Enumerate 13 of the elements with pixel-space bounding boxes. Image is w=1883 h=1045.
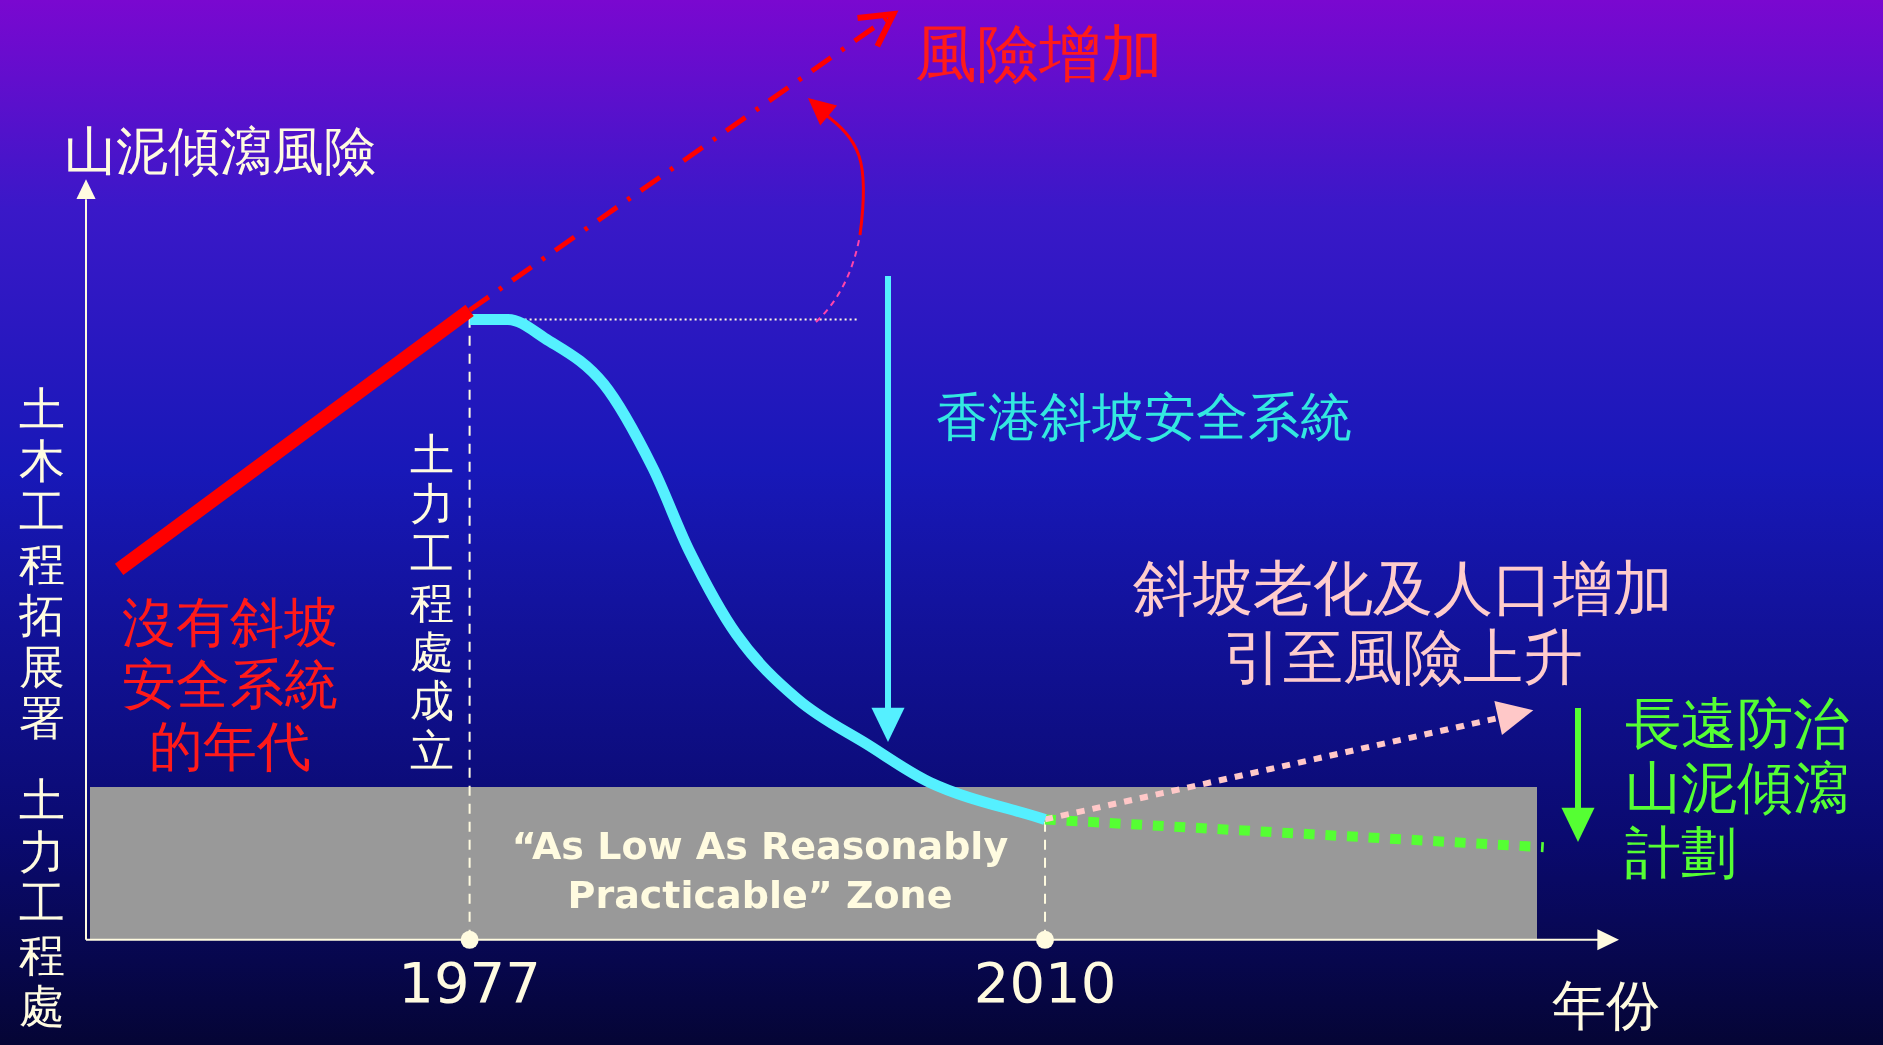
text: 長遠防治山泥傾瀉計劃 (1625, 691, 1850, 886)
text: 土力工程處 (18, 773, 66, 1034)
x-tick-label: 1977 (398, 949, 541, 1015)
band-label: “As Low As Reasonably Practicable” Zone (510, 823, 1010, 920)
annotation: 斜坡老化及人口增加引至風險上升 (1132, 553, 1674, 692)
annotation: 沒有斜坡安全系統的年代 (121, 591, 339, 779)
text: 土木工程拓展署 (18, 382, 66, 746)
x-tick-label: 2010 (973, 949, 1117, 1015)
x-axis-title: 年份 (1552, 974, 1660, 1038)
annotation: 風險增加 (915, 17, 1164, 90)
ref-line-label: 土力工程處成立 (408, 429, 455, 776)
y-axis-title: 山泥傾瀉風險 (64, 121, 376, 182)
annotation: 香港斜坡安全系統 (936, 387, 1352, 448)
